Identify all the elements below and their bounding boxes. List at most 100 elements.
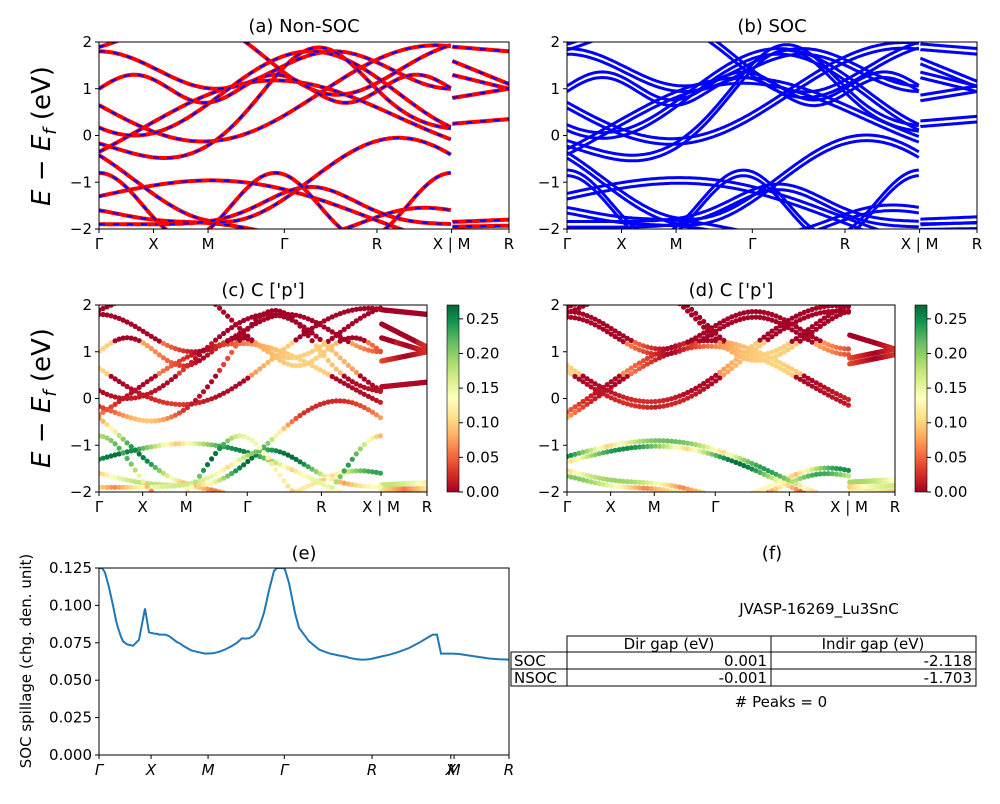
projected-point [273,448,279,454]
projected-point [357,403,363,409]
projected-point [164,357,170,363]
projected-point [733,346,739,352]
nonsoc-band-dash [99,44,451,143]
projected-point [353,468,359,474]
projected-point [245,341,251,347]
projected-point [233,322,239,328]
projected-point [148,376,154,382]
projected-point [285,355,291,361]
projected-point [580,455,586,461]
projected-point [209,379,215,385]
projected-point [293,492,298,497]
projected-point [229,435,235,441]
projected-point [600,326,606,332]
projected-point [269,461,275,467]
projected-point [701,330,707,336]
projected-point [604,482,610,488]
projected-point [576,401,582,407]
projected-point [217,367,223,373]
soc-band [920,114,977,123]
projected-point [173,498,178,503]
projected-point [624,368,630,374]
panel-e-xtick-label: X [445,761,457,779]
projected-point [116,475,122,481]
projected-point [164,365,170,371]
projected-point [341,398,347,404]
projected-point [829,310,835,316]
projected-point [813,336,819,342]
projected-point [148,418,154,424]
projected-point [681,341,687,347]
projected-point [176,347,182,353]
projected-point [269,345,275,351]
projected-point [285,312,291,318]
projected-point [213,479,219,485]
table-footer: # Peaks = 0 [735,693,827,711]
panel-e-ytick-label: 0.050 [49,671,92,689]
projected-point [624,395,630,401]
projected-point [253,317,259,323]
projected-point [689,337,695,343]
projected-point [245,452,251,458]
projected-point [424,486,427,492]
projected-point [721,343,727,349]
projected-point [581,298,586,303]
projected-point [793,319,799,325]
projected-point [592,390,598,396]
projected-point [257,342,263,348]
projected-point [225,355,231,361]
projected-point [733,357,739,363]
projected-point [656,398,663,404]
projected-point [713,330,719,336]
projected-point [289,467,295,473]
projected-point [753,462,759,468]
projected-point [665,287,670,292]
projected-point [116,451,122,457]
projected-point [116,445,122,451]
projected-point [373,469,379,475]
projected-point [172,412,178,418]
projected-point [733,312,739,318]
projected-point [833,465,840,472]
panel-a-xtick-label: Γ [280,235,289,253]
projected-point [753,489,759,492]
projected-point [204,397,211,403]
panel-d-xtick-label: Γ [563,498,572,516]
projected-point [777,320,783,326]
soc-band [567,182,919,223]
projected-point [193,287,198,292]
projected-point [717,340,723,346]
projected-point [584,454,590,460]
projected-point [809,472,815,478]
projected-point [805,313,811,319]
projected-point [757,337,763,343]
projected-point [745,351,751,357]
projected-point [644,344,651,350]
projected-point [305,360,311,366]
projected-point [685,395,691,401]
projected-point [156,417,162,423]
projected-point [309,338,315,344]
projected-point [241,340,247,347]
projected-point [124,395,130,402]
projected-point [697,332,703,338]
projected-point [733,351,739,357]
projected-point [281,425,287,432]
projected-point [801,490,807,492]
projected-point [745,356,751,362]
projected-point [765,350,771,357]
projected-point [317,348,323,354]
projected-point [104,305,110,310]
projected-point [677,399,683,405]
projected-point [805,381,811,387]
projected-point [321,400,327,406]
panel-b-ytick-label: 0 [550,127,560,145]
projected-point [309,358,315,364]
projected-point [157,282,162,287]
projected-point [221,309,227,315]
projected-point [245,316,251,322]
projected-point [617,282,622,287]
projected-point [641,278,646,283]
projected-point [128,484,134,490]
projected-point [333,376,339,382]
